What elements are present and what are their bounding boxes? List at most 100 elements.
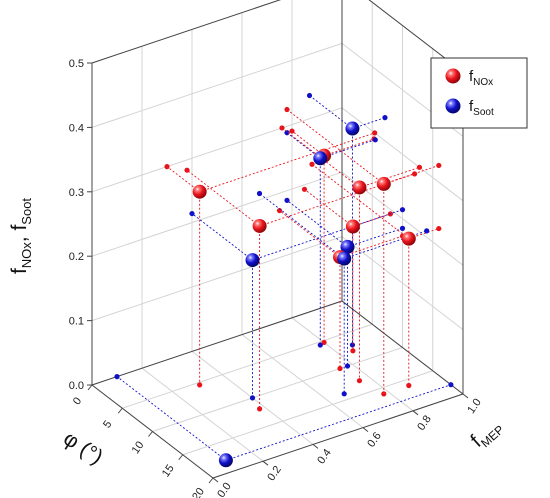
y-tick-mark [262, 460, 269, 466]
projection-marker [344, 363, 351, 369]
projection-line [359, 166, 420, 188]
axis-edge [341, 300, 464, 395]
projection-marker [372, 130, 378, 136]
nox-point [352, 180, 367, 195]
x-tick-mark [148, 431, 153, 437]
projection-marker [284, 106, 290, 113]
x-tick-label: 0 [71, 395, 84, 407]
y-tick-label: 0.8 [415, 413, 434, 432]
y-tick-mark [312, 444, 319, 449]
projection-marker [412, 171, 418, 177]
legend-nox-marker [445, 68, 461, 84]
projection-marker [289, 128, 295, 134]
svg-text:fNOx, fSoot: fNOx, fSoot [8, 198, 34, 274]
y-tick-label: 0.4 [315, 447, 334, 466]
legend-nox-label: fNOx [469, 68, 493, 88]
projection-marker [189, 210, 195, 217]
projection-marker [256, 190, 263, 197]
grid-line [341, 107, 464, 202]
projection-line [259, 173, 415, 227]
grid-line [91, 107, 343, 193]
x-tick-label: 10 [130, 439, 147, 456]
projection-marker [184, 167, 190, 173]
axes-frame [87, 0, 469, 484]
projection-marker [372, 137, 378, 143]
grid-line [91, 171, 343, 257]
y-tick-mark [362, 427, 369, 432]
projection-marker [399, 207, 406, 213]
projection-line [323, 138, 375, 157]
y-tick-mark [462, 393, 469, 399]
legend-box [430, 57, 528, 129]
projection-line [286, 132, 321, 159]
grid-line [122, 323, 373, 409]
projection-marker [114, 374, 120, 380]
projection-marker [257, 406, 263, 412]
x-tick-mark [178, 454, 184, 461]
projection-marker [309, 161, 315, 167]
projection-marker [356, 378, 363, 384]
x-tick-label: 5 [101, 419, 114, 431]
z-axis-label: fNOx, fSoot [8, 198, 34, 274]
grid-line [341, 236, 464, 330]
projection-line [259, 193, 345, 259]
nox-point [376, 176, 391, 191]
nox-point [252, 218, 267, 233]
soot-point [345, 121, 360, 136]
projection-marker [341, 391, 347, 397]
nox-point [345, 219, 360, 234]
projection-line [166, 166, 200, 193]
z-tick-label: 0.2 [69, 251, 84, 263]
y-tick-label: 0.0 [215, 481, 234, 498]
x-tick-label: 20 [190, 486, 207, 498]
projection-line [339, 235, 403, 258]
projection-marker [448, 382, 454, 388]
data-points [192, 121, 416, 468]
projection-line [225, 384, 452, 461]
legend: fNOx fSoot [430, 57, 528, 129]
z-tick-label: 0.3 [69, 187, 84, 199]
grid-line [91, 236, 343, 322]
projection-marker [197, 382, 203, 388]
legend-soot-label: fSoot [469, 98, 494, 118]
projection-marker [279, 125, 285, 131]
projection-line [279, 210, 341, 258]
grid-line [241, 334, 364, 428]
z-tick-label: 0.5 [69, 58, 84, 70]
svg-text:fMEP: fMEP [467, 414, 507, 454]
axis-edge [368, 0, 464, 73]
soot-point [340, 239, 355, 254]
projection-line [286, 109, 385, 185]
projection-marker [284, 197, 290, 203]
x-tick-label: 15 [160, 463, 177, 480]
projection-marker [424, 228, 430, 234]
y-tick-mark [412, 410, 419, 416]
axis-edge [91, 300, 343, 386]
projection-marker [436, 225, 442, 232]
projection-marker [164, 164, 170, 170]
projection-marker [436, 162, 442, 169]
projection-marker [317, 342, 323, 348]
soot-point [218, 453, 233, 468]
axis-edge [91, 0, 282, 64]
grid-line [141, 367, 264, 462]
soot-point [313, 151, 328, 166]
projection-marker [249, 395, 256, 401]
y-tick-label: 0.2 [265, 464, 284, 483]
projection-line [291, 130, 325, 157]
z-tick-label: 0.0 [69, 380, 84, 392]
y-axis-label: fMEP [467, 414, 507, 454]
projection-line [186, 169, 260, 227]
y-tick-label: 0.6 [365, 430, 384, 449]
projection-line [347, 227, 403, 248]
grid-line [91, 0, 282, 64]
projection-line [286, 199, 348, 248]
projection-marker [406, 382, 412, 389]
z-tick-label: 0.1 [69, 316, 84, 328]
projection-marker [381, 391, 387, 397]
projection-marker [337, 365, 343, 372]
nox-point [401, 231, 416, 246]
projection-line [116, 376, 227, 461]
legend-soot-marker [445, 98, 461, 114]
